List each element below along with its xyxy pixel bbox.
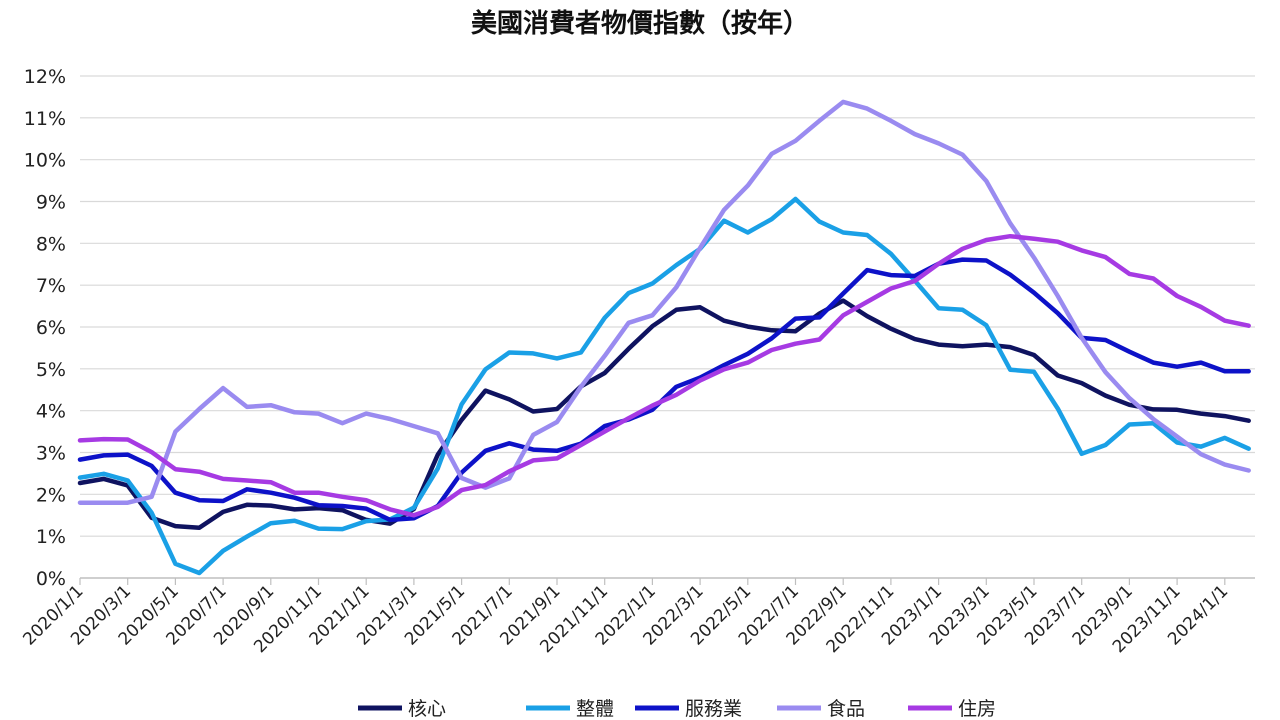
y-tick-label: 2% bbox=[36, 484, 66, 506]
series-line-0 bbox=[77, 298, 1251, 531]
y-tick-label: 11% bbox=[24, 108, 66, 130]
y-tick-label: 8% bbox=[36, 233, 66, 255]
chart-title: 美國消費者物價指數（按年） bbox=[471, 8, 809, 39]
y-tick-label: 9% bbox=[36, 192, 66, 214]
y-tick-label: 0% bbox=[36, 568, 66, 590]
legend: 核心 整體 服務業 食品 住房 bbox=[358, 698, 996, 720]
legend-label-0: 核心 bbox=[408, 698, 446, 720]
legend-label-3: 食品 bbox=[827, 698, 865, 720]
legend-label-1: 整體 bbox=[576, 698, 614, 720]
series-line-1 bbox=[77, 196, 1251, 576]
y-tick-label: 3% bbox=[36, 443, 66, 465]
y-axis-ticks: 0% 1% 2% 3% 4% 5% 6% 7% 8% 9% 10% 11% 12% bbox=[24, 66, 66, 590]
legend-label-2: 服務業 bbox=[685, 698, 742, 720]
y-tick-label: 4% bbox=[36, 401, 66, 423]
y-tick-label: 12% bbox=[24, 66, 66, 88]
y-tick-label: 5% bbox=[36, 359, 66, 381]
y-tick-label: 1% bbox=[36, 526, 66, 548]
legend-label-4: 住房 bbox=[958, 698, 996, 720]
x-axis-ticks: 2020/1/12020/3/12020/5/12020/7/12020/9/1… bbox=[19, 578, 1232, 657]
series-line-3 bbox=[77, 99, 1251, 505]
series-lines bbox=[77, 99, 1251, 576]
y-tick-label: 10% bbox=[24, 150, 66, 172]
y-tick-label: 7% bbox=[36, 275, 66, 297]
gridlines bbox=[80, 75, 1255, 579]
series-line-4 bbox=[77, 233, 1251, 518]
y-tick-label: 6% bbox=[36, 317, 66, 339]
